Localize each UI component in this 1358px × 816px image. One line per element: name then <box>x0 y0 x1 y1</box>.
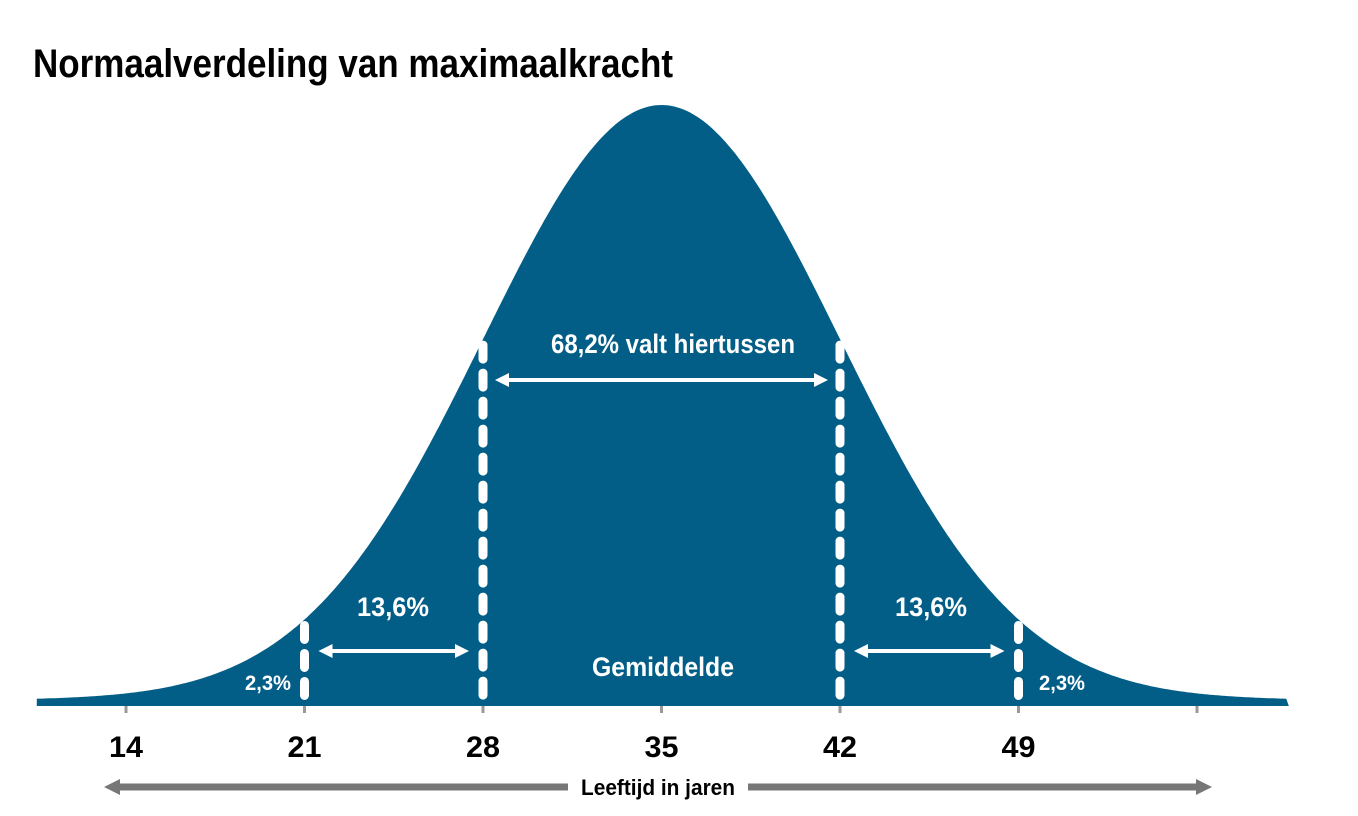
annotation-right-mid: 13,6% <box>895 592 967 622</box>
x-tick-label-49: 49 <box>1002 731 1036 764</box>
arrow-right-head-right <box>990 644 1005 658</box>
x-tick-label-28: 28 <box>466 731 500 764</box>
x-tick-label-42: 42 <box>823 731 857 764</box>
x-tick-label-35: 35 <box>645 731 679 764</box>
arrow-left-head-left <box>318 644 333 658</box>
x-axis-arrow <box>104 770 1212 804</box>
annotation-mean: Gemiddelde <box>592 652 734 682</box>
chart-title: Normaalverdeling van maximaalkracht <box>33 42 673 86</box>
x-tick-label-14: 14 <box>109 731 143 764</box>
x-axis-label: Leeftijd in jaren <box>581 775 735 800</box>
arrow-left-head-right <box>455 644 469 658</box>
annotation-right-tail: 2,3% <box>1039 672 1085 695</box>
arrow-right-head-left <box>854 644 868 658</box>
annotation-left-mid: 13,6% <box>357 592 429 622</box>
x-tick-label-21: 21 <box>288 731 322 764</box>
distribution-curve-area <box>36 105 1289 706</box>
annotation-center: 68,2% valt hiertussen <box>551 329 795 359</box>
arrow-center-head-left <box>495 373 509 387</box>
arrow-center-head-right <box>814 373 828 387</box>
annotation-left-tail: 2,3% <box>245 672 291 695</box>
